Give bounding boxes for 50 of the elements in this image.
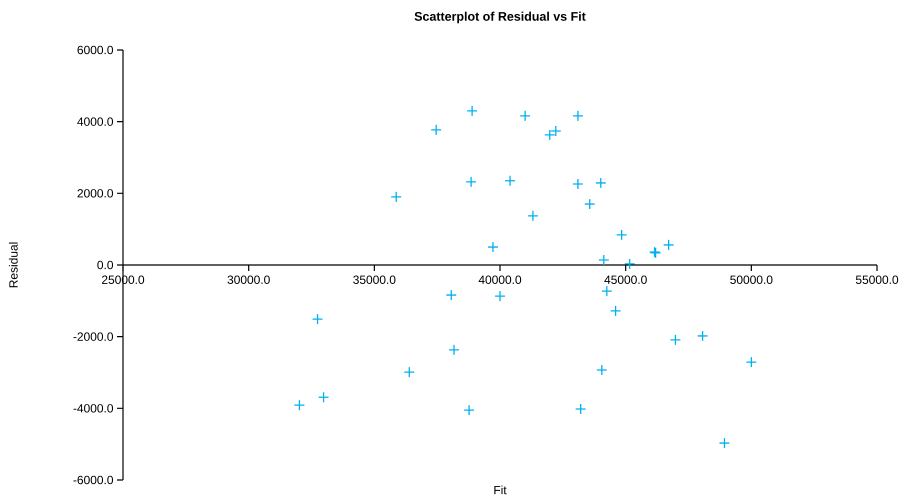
point bbox=[746, 356, 757, 368]
point bbox=[595, 177, 606, 189]
point bbox=[598, 254, 610, 266]
x-tick-label: 50000.0 bbox=[730, 276, 772, 284]
point bbox=[404, 366, 415, 378]
point bbox=[601, 286, 612, 297]
point bbox=[584, 198, 596, 210]
y-tick-label: 4000.0 bbox=[77, 117, 114, 126]
x-axis-title: Fit bbox=[494, 486, 507, 494]
point bbox=[390, 191, 402, 203]
point bbox=[446, 289, 457, 301]
y-tick-label: -2000.0 bbox=[73, 332, 114, 341]
point bbox=[463, 404, 475, 416]
point bbox=[670, 334, 682, 346]
point bbox=[312, 313, 324, 325]
y-axis-title: Residual bbox=[8, 242, 18, 288]
x-tick-label: 30000.0 bbox=[228, 276, 270, 284]
point bbox=[504, 175, 516, 186]
x-tick-label: 35000.0 bbox=[353, 276, 396, 284]
y-tick-label: 0.0 bbox=[97, 260, 114, 270]
point bbox=[575, 403, 586, 415]
point bbox=[465, 176, 477, 188]
y-tick-label: 6000.0 bbox=[78, 46, 114, 54]
y-tick-label: -6000.0 bbox=[73, 476, 114, 484]
point bbox=[616, 229, 628, 241]
point bbox=[696, 330, 708, 342]
point bbox=[663, 239, 674, 251]
point bbox=[550, 125, 562, 137]
point bbox=[448, 344, 460, 356]
x-tick-label: 45000.0 bbox=[604, 276, 647, 284]
point bbox=[430, 124, 442, 136]
point bbox=[572, 178, 584, 190]
point bbox=[466, 105, 478, 117]
point bbox=[520, 110, 531, 122]
y-tick-label: -4000.0 bbox=[73, 404, 114, 413]
point bbox=[718, 437, 730, 449]
point bbox=[294, 399, 306, 411]
x-tick-label: 55000.0 bbox=[856, 276, 898, 284]
point bbox=[572, 110, 584, 122]
point bbox=[596, 364, 608, 376]
point bbox=[487, 241, 499, 253]
point bbox=[318, 392, 330, 403]
point bbox=[494, 290, 506, 302]
point bbox=[610, 305, 622, 316]
x-tick-label: 40000.0 bbox=[478, 276, 522, 284]
y-tick-label: 2000.0 bbox=[78, 189, 114, 198]
point bbox=[544, 129, 556, 141]
chart-title: Scatterplot of Residual vs Fit bbox=[414, 12, 586, 24]
point bbox=[527, 210, 539, 222]
point bbox=[624, 258, 636, 270]
